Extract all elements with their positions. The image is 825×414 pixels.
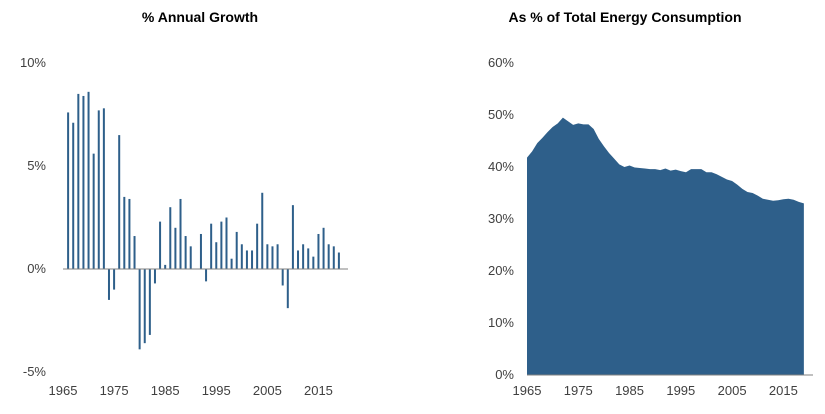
growth-bar <box>240 244 243 269</box>
growth-bar <box>128 198 131 269</box>
growth-bar <box>312 256 315 269</box>
growth-bar <box>148 269 151 335</box>
share-y-tick-label: 50% <box>488 107 514 122</box>
growth-y-tick-label: 5% <box>27 158 46 173</box>
growth-bar <box>302 244 305 269</box>
growth-bar <box>205 269 208 282</box>
growth-bar <box>307 248 310 269</box>
share-x-tick-label: 2005 <box>718 383 747 398</box>
growth-bar <box>297 250 300 269</box>
growth-y-tick-labels: 10% 5% 0% -5% <box>20 55 46 379</box>
growth-y-tick-label: 0% <box>27 261 46 276</box>
share-area <box>527 117 804 375</box>
growth-x-tick-label: 1965 <box>49 383 78 398</box>
growth-bar <box>281 269 284 286</box>
growth-bar <box>138 269 141 350</box>
share-x-tick-labels: 1965 1975 1985 1995 2005 2015 <box>513 383 798 398</box>
growth-bar <box>220 221 223 269</box>
growth-bar <box>199 233 202 269</box>
share-y-tick-label: 60% <box>488 55 514 70</box>
share-x-tick-label: 2015 <box>769 383 798 398</box>
growth-y-tick-label: 10% <box>20 55 46 70</box>
growth-bar <box>159 221 162 269</box>
growth-bar <box>113 269 116 290</box>
share-x-tick-label: 1985 <box>615 383 644 398</box>
growth-bar <box>256 223 259 269</box>
growth-bar <box>174 227 177 269</box>
growth-x-tick-label: 1975 <box>100 383 129 398</box>
share-y-tick-label: 40% <box>488 159 514 174</box>
growth-bar <box>337 252 340 269</box>
growth-bar <box>92 153 95 269</box>
growth-bar <box>245 250 248 269</box>
growth-chart: % Annual Growth 10%5%0%-5% 1965 1975 1985 1… <box>20 9 348 398</box>
growth-bar <box>118 135 121 269</box>
share-y-tick-label: 30% <box>488 211 514 226</box>
growth-bar <box>82 95 85 270</box>
growth-bar <box>276 244 279 269</box>
growth-bar <box>332 246 335 269</box>
growth-bar <box>215 242 218 269</box>
growth-bar <box>251 250 254 269</box>
growth-bar <box>286 269 289 309</box>
growth-x-tick-labels: 1965 1975 1985 1995 2005 2015 <box>49 383 333 398</box>
growth-x-tick-label: 2015 <box>304 383 333 398</box>
growth-x-tick-label: 1985 <box>151 383 180 398</box>
growth-bar <box>67 112 70 269</box>
growth-bars <box>67 91 340 350</box>
growth-chart-title: % Annual Growth <box>142 9 258 25</box>
growth-bar <box>327 244 330 269</box>
growth-bar <box>72 122 75 270</box>
growth-y-tick-label: -5% <box>23 364 47 379</box>
share-y-tick-label: 10% <box>488 315 514 330</box>
share-y-tick-label: 20% <box>488 263 514 278</box>
share-chart-title: As % of Total Energy Consumption <box>508 9 741 25</box>
share-chart: As % of Total Energy Consumption 60% 50% 4… <box>488 9 813 398</box>
growth-bar <box>169 207 172 269</box>
share-x-tick-label: 1965 <box>513 383 542 398</box>
share-x-tick-label: 1975 <box>564 383 593 398</box>
growth-bar <box>133 236 136 269</box>
growth-bar <box>266 244 269 269</box>
growth-bar <box>143 269 146 344</box>
growth-x-tick-label: 1995 <box>202 383 231 398</box>
growth-bar <box>322 227 325 269</box>
share-x-tick-label: 1995 <box>666 383 695 398</box>
growth-bar <box>153 269 156 284</box>
growth-bar <box>107 269 110 300</box>
growth-bar <box>230 258 233 269</box>
growth-bar <box>210 223 213 269</box>
growth-bar <box>87 91 90 269</box>
growth-bar <box>189 246 192 269</box>
growth-bar <box>97 110 100 269</box>
growth-x-tick-label: 2005 <box>253 383 282 398</box>
growth-bar <box>291 205 294 269</box>
growth-bar <box>261 192 264 269</box>
growth-bar <box>225 217 228 269</box>
growth-bar <box>235 231 238 269</box>
growth-bar <box>77 93 80 270</box>
growth-bar <box>123 196 126 269</box>
share-y-tick-label: 0% <box>495 367 514 382</box>
growth-bar <box>271 246 274 269</box>
growth-bar <box>164 264 167 269</box>
growth-bar <box>317 233 320 269</box>
growth-bar <box>184 236 187 269</box>
share-y-tick-labels: 60% 50% 40% 30% 20% 10% 0% <box>488 55 514 382</box>
growth-bar <box>102 108 105 269</box>
growth-bar <box>179 198 182 269</box>
